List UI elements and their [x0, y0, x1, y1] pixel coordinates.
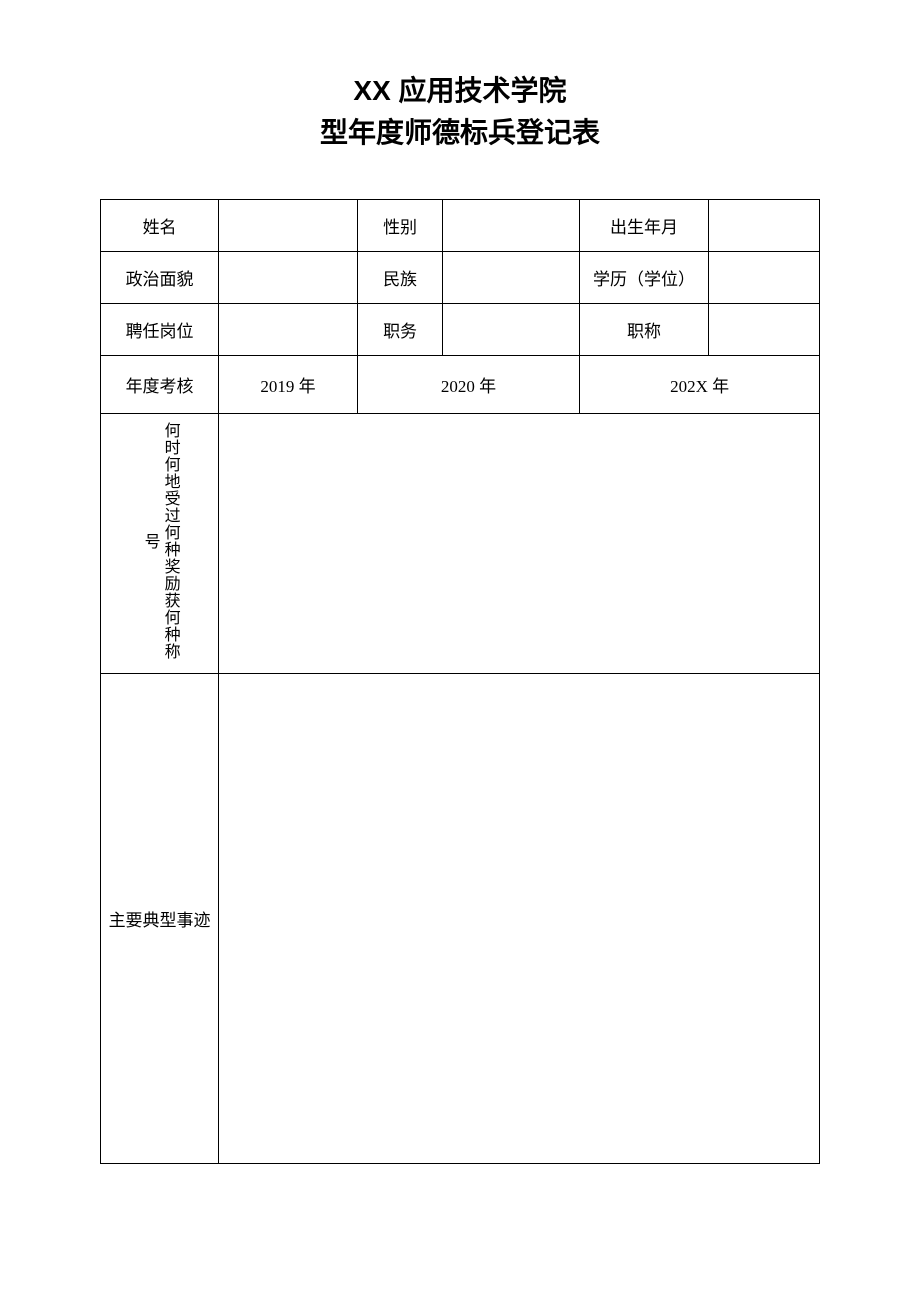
value-deeds	[219, 674, 820, 1164]
title-line-1: XX 应用技术学院	[100, 70, 820, 112]
value-awards	[219, 414, 820, 674]
value-gender	[443, 200, 580, 252]
label-deeds: 主要典型事迹	[101, 674, 219, 1164]
table-row: 主要典型事迹	[101, 674, 820, 1164]
label-political: 政治面貌	[101, 252, 219, 304]
table-row: 何时何地受过何种奖励获何种称号	[101, 414, 820, 674]
label-duty: 职务	[357, 304, 443, 356]
label-ethnicity: 民族	[357, 252, 443, 304]
label-position: 聘任岗位	[101, 304, 219, 356]
value-ethnicity	[443, 252, 580, 304]
document-title: XX 应用技术学院 型年度师德标兵登记表	[100, 70, 820, 154]
value-name	[219, 200, 358, 252]
label-title-rank: 职称	[580, 304, 708, 356]
label-education: 学历（学位）	[580, 252, 708, 304]
value-year3: 202X 年	[580, 356, 820, 414]
label-awards-text: 何时何地受过何种奖励获何种称号	[140, 421, 180, 661]
value-birth	[708, 200, 819, 252]
value-education	[708, 252, 819, 304]
title-line-2: 型年度师德标兵登记表	[100, 112, 820, 154]
registration-form-table: 姓名 性别 出生年月 政治面貌 民族 学历（学位） 聘任岗位 职务 职称 年度考…	[100, 199, 820, 1164]
table-row: 年度考核 2019 年 2020 年 202X 年	[101, 356, 820, 414]
value-title-rank	[708, 304, 819, 356]
value-duty	[443, 304, 580, 356]
label-annual-review: 年度考核	[101, 356, 219, 414]
label-gender: 性别	[357, 200, 443, 252]
value-political	[219, 252, 358, 304]
table-row: 政治面貌 民族 学历（学位）	[101, 252, 820, 304]
label-birth: 出生年月	[580, 200, 708, 252]
label-awards: 何时何地受过何种奖励获何种称号	[101, 414, 219, 674]
table-row: 聘任岗位 职务 职称	[101, 304, 820, 356]
value-year1: 2019 年	[219, 356, 358, 414]
value-position	[219, 304, 358, 356]
label-name: 姓名	[101, 200, 219, 252]
value-year2: 2020 年	[357, 356, 580, 414]
table-row: 姓名 性别 出生年月	[101, 200, 820, 252]
